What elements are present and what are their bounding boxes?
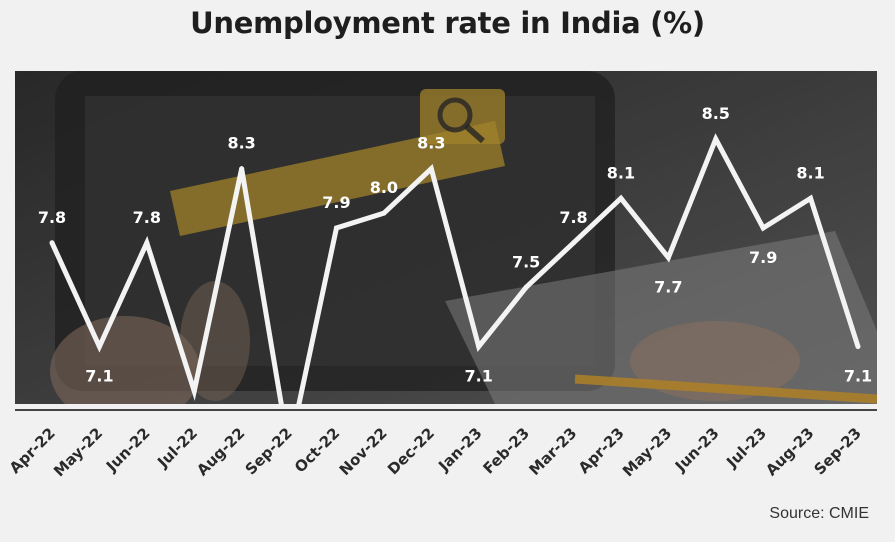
data-label: 7.8 xyxy=(133,208,161,227)
x-tick-label: Jun-22 xyxy=(102,424,154,476)
x-tick-label: Mar-23 xyxy=(526,424,581,479)
data-point xyxy=(381,210,387,216)
data-point xyxy=(191,388,197,394)
data-point xyxy=(571,240,577,246)
data-label: 8.1 xyxy=(796,163,824,182)
x-tick-label: Feb-23 xyxy=(479,424,532,477)
data-label: 7.1 xyxy=(844,367,872,386)
x-axis-line xyxy=(15,409,877,411)
data-label: 8.0 xyxy=(370,178,398,197)
data-label: 8.3 xyxy=(227,134,255,153)
data-point xyxy=(523,284,529,290)
x-tick-label: May-22 xyxy=(50,424,106,480)
x-tick-label: Sep-23 xyxy=(811,424,865,478)
data-label: 7.9 xyxy=(322,193,350,212)
data-point xyxy=(618,195,624,201)
data-point xyxy=(855,344,861,350)
data-label: 7.8 xyxy=(38,208,66,227)
line-chart: 7.87.17.86.88.36.47.98.08.37.17.57.88.17… xyxy=(15,71,877,404)
data-point xyxy=(665,255,671,261)
data-label: 7.1 xyxy=(465,367,493,386)
data-point xyxy=(144,240,150,246)
background-photo xyxy=(15,71,877,404)
plot-area: 7.87.17.86.88.36.47.98.08.37.17.57.88.17… xyxy=(15,71,877,404)
x-tick-label: Jun-23 xyxy=(671,424,723,476)
data-point xyxy=(96,344,102,350)
data-point xyxy=(713,136,719,142)
data-point xyxy=(239,166,245,172)
data-label: 7.5 xyxy=(512,252,540,271)
series-line xyxy=(49,133,861,404)
data-label: 8.5 xyxy=(702,104,730,123)
data-label: 8.1 xyxy=(607,163,635,182)
x-tick-label: Nov-22 xyxy=(336,424,391,479)
x-tick-label: Sep-22 xyxy=(242,424,296,478)
data-label: 7.1 xyxy=(85,367,113,386)
data-point xyxy=(476,344,482,350)
x-tick-label: Aug-22 xyxy=(193,424,248,479)
x-tick-label: Aug-23 xyxy=(762,424,817,479)
data-point xyxy=(428,166,434,172)
x-tick-label: Oct-22 xyxy=(291,424,343,476)
x-tick-label: Dec-22 xyxy=(384,424,438,478)
source-note: Source: CMIE xyxy=(769,505,869,522)
data-point xyxy=(333,225,339,231)
data-label: 7.9 xyxy=(749,248,777,267)
data-point xyxy=(49,240,55,246)
x-tick-label: May-23 xyxy=(619,424,675,480)
data-point xyxy=(760,225,766,231)
data-point xyxy=(808,195,814,201)
chart-title: Unemployment rate in India (%) xyxy=(190,6,705,40)
data-label: 8.3 xyxy=(417,134,445,153)
data-label: 7.8 xyxy=(559,208,587,227)
magnifier-icon xyxy=(437,97,473,133)
data-label: 7.7 xyxy=(654,278,682,297)
x-tick-label: Jan-23 xyxy=(434,424,485,475)
